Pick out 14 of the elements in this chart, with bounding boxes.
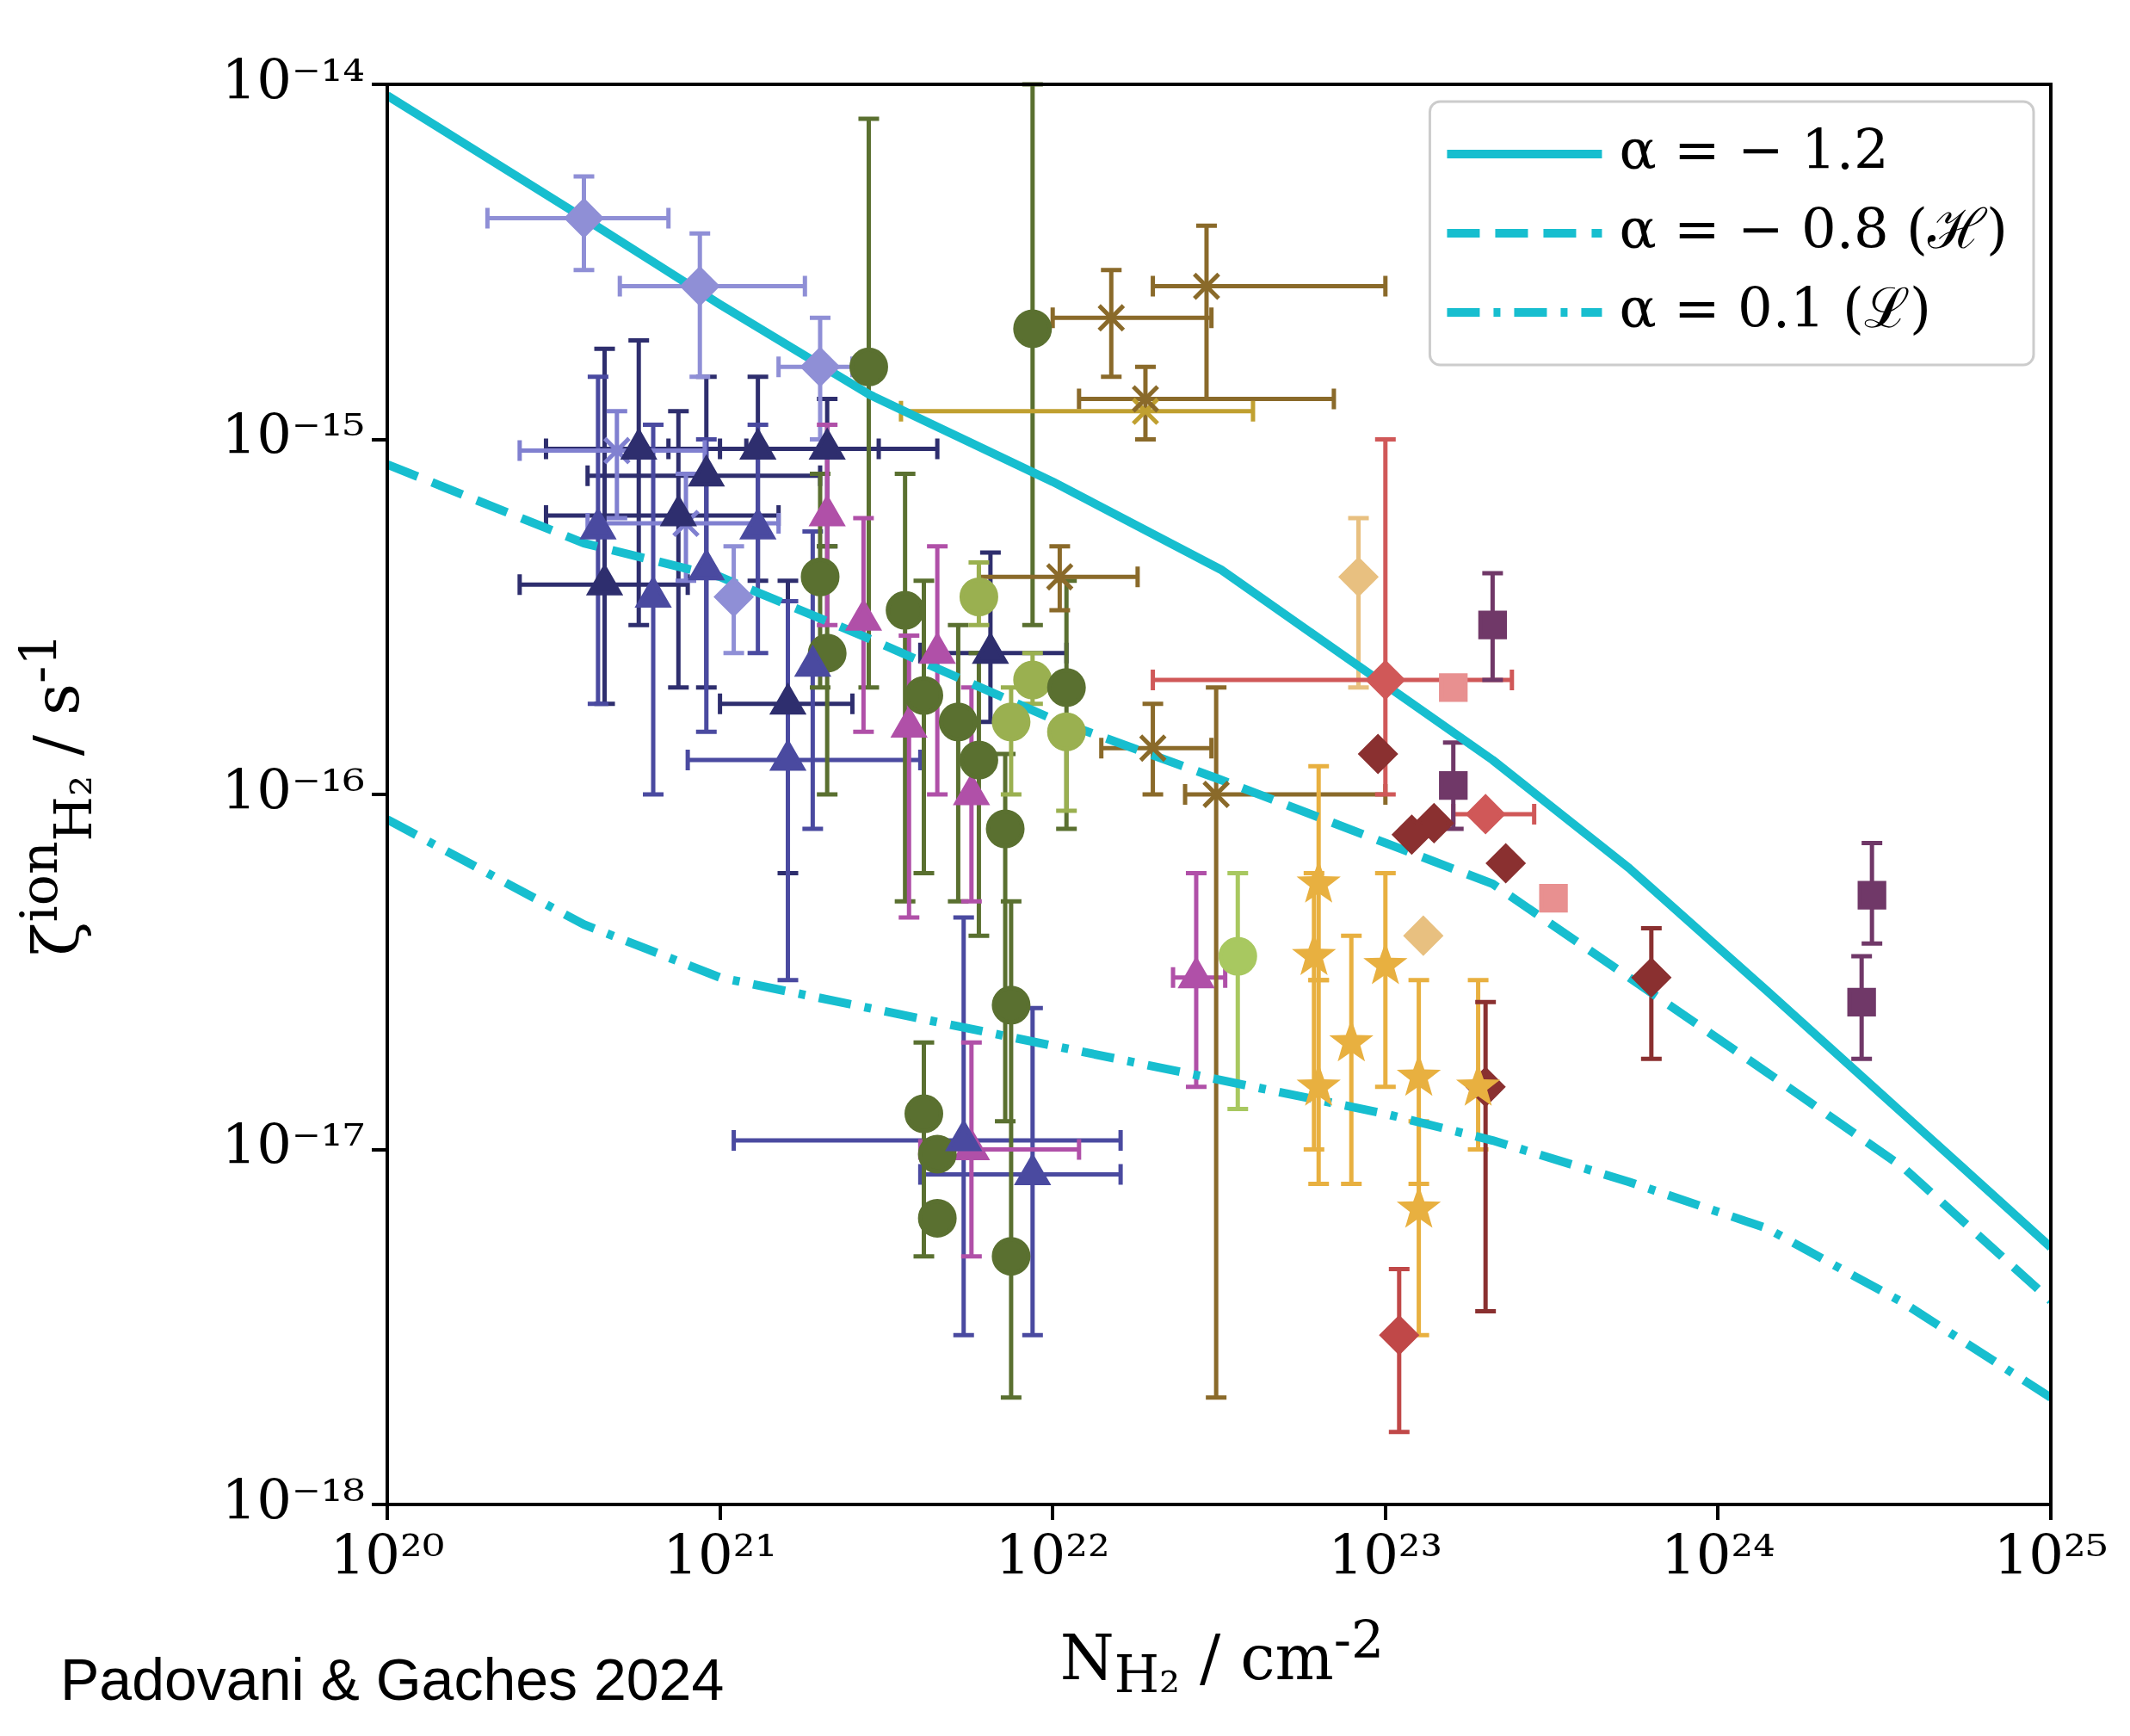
x-axis-title: N$_{H₂}$ / cm$^{-2}$ — [1059, 1609, 1385, 1705]
text: Padovani & Gaches 2024 — [60, 1646, 725, 1713]
x-tick-label: 10²² — [995, 1523, 1110, 1588]
y-tick-label: 10⁻¹⁶ — [221, 757, 365, 822]
legend-label: α = − 0.8 (ℋ) — [1619, 196, 2008, 261]
x-tick-label: 10²⁵ — [1993, 1523, 2108, 1588]
legend-label: α = − 1.2 — [1619, 117, 1889, 182]
x-tick-label: 10²⁴ — [1661, 1523, 1775, 1588]
legend-label: α = 0.1 (ℒ) — [1619, 275, 1932, 340]
y-tick-label: 10⁻¹⁷ — [221, 1113, 365, 1177]
x-tick-label: 10²³ — [1328, 1523, 1443, 1588]
y-tick-label: 10⁻¹⁴ — [221, 47, 365, 112]
y-tick-label: 10⁻¹⁵ — [221, 403, 365, 467]
x-tick-label: 10²¹ — [663, 1523, 777, 1588]
